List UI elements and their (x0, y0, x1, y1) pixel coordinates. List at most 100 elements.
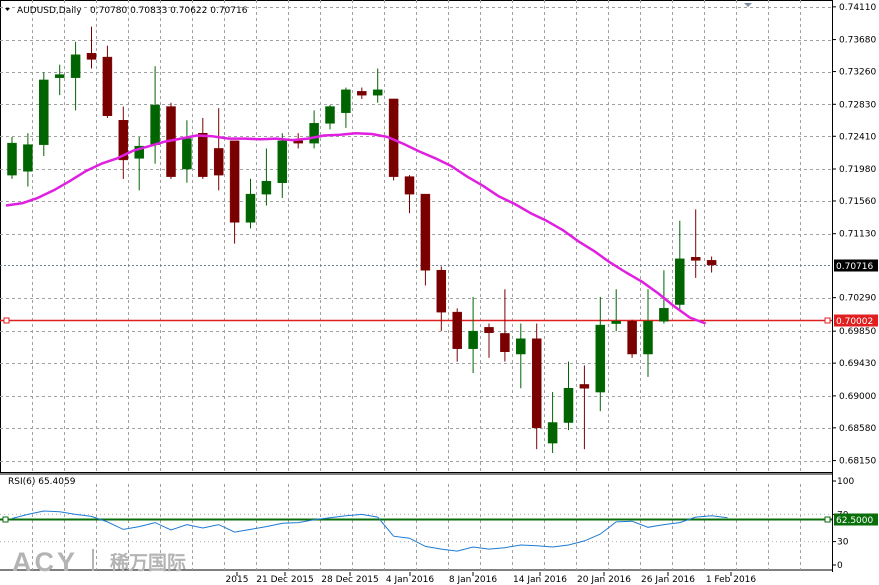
rsi-level-handle-left[interactable] (2, 516, 9, 523)
time-tick-label: 14 Jan 2016 (513, 575, 567, 585)
candle-body (70, 54, 81, 78)
time-tick-label: 28 Dec 2015 (321, 575, 379, 585)
symbol-label: AUDUSD,Daily (17, 6, 82, 16)
rsi-level-value: 62.5000 (836, 516, 873, 526)
candle-body (372, 89, 383, 96)
watermark-acy: ACY (12, 547, 78, 577)
candle-body (229, 140, 240, 223)
candle (611, 289, 621, 332)
candle (690, 209, 701, 278)
candle-body (531, 338, 542, 429)
candle (229, 140, 240, 244)
ohlc-label: 0.70780 0.70833 0.70622 0.70716 (90, 6, 248, 16)
candle (706, 256, 717, 273)
time-axis: 2015 21 Dec 2015 28 Dec 2015 4 Jan 2016 8 Ja… (226, 572, 757, 585)
candle-body (54, 74, 65, 78)
candle-body (245, 193, 256, 223)
candle-body (547, 422, 558, 444)
candle-body (309, 123, 319, 144)
candle (150, 66, 160, 164)
candle (547, 392, 558, 453)
candle-body (563, 388, 574, 423)
candle (357, 87, 367, 99)
time-tick-label: 4 Jan 2016 (386, 575, 434, 585)
time-tick-label: 1 Feb 2016 (706, 575, 757, 585)
price-tick-label: 0.68580 (839, 424, 876, 434)
candle (595, 296, 606, 412)
price-tick-label: 0.68150 (839, 457, 876, 467)
candle-body (213, 148, 224, 176)
candle (134, 137, 144, 191)
candle (516, 323, 526, 389)
candle-body (627, 321, 637, 355)
candle-body (675, 258, 685, 305)
price-tick-label: 0.71130 (839, 230, 876, 240)
candle-body (293, 140, 303, 144)
price-tick-label: 0.69430 (839, 359, 876, 369)
candle (70, 41, 81, 111)
price-tick-label: 0.73680 (839, 36, 876, 46)
time-tick-label: 2015 (226, 575, 249, 585)
candle-body (357, 91, 367, 96)
candle (675, 220, 685, 311)
candle-body (198, 132, 208, 177)
candle (563, 361, 574, 431)
candle (213, 108, 224, 191)
candle (531, 323, 542, 450)
candle (420, 193, 431, 286)
price-tick-label: 0.72830 (839, 100, 876, 110)
chart-shift-icon[interactable] (744, 3, 752, 7)
candle-body (39, 79, 49, 145)
candle-body (516, 338, 526, 355)
candle (277, 133, 288, 198)
candle (102, 45, 113, 118)
rsi-level-handle-right[interactable] (824, 516, 831, 523)
current-price-label: 0.70716 (836, 262, 873, 272)
support-price-badge (834, 314, 878, 327)
dropdown-triangle-icon[interactable] (5, 8, 10, 11)
candle (54, 64, 65, 96)
support-line-handle-right[interactable] (824, 317, 831, 324)
support-price-label: 0.70002 (836, 317, 873, 327)
time-tick-label: 20 Jan 2016 (577, 575, 631, 585)
candle-body (468, 330, 478, 349)
candle (579, 365, 590, 450)
candle-body (134, 145, 144, 159)
price-tick-label: 0.72410 (839, 132, 876, 142)
candle-body (436, 270, 447, 313)
candle-body (118, 120, 129, 161)
candle-body (341, 89, 351, 113)
price-tick-label: 0.71980 (839, 165, 876, 175)
candle (341, 87, 351, 128)
candle-body (579, 384, 590, 389)
price-tick-label: 0.70290 (839, 294, 876, 304)
grid (0, 0, 833, 572)
price-tick-label: 0.69850 (839, 327, 876, 337)
candle (198, 118, 208, 179)
candle-body (7, 142, 17, 176)
candle (118, 106, 129, 179)
candle (7, 137, 17, 179)
candle-body (420, 193, 431, 271)
candle-body (706, 260, 717, 266)
candle-body (261, 180, 272, 195)
rsi-level-badge (834, 513, 878, 526)
candle-body (643, 321, 653, 355)
candle-body (611, 321, 621, 324)
candle-body (23, 144, 33, 172)
watermark-logo: ACY 稀万国际 (12, 547, 186, 577)
candle (261, 148, 272, 206)
candle-body (404, 176, 415, 195)
time-tick-label: 21 Dec 2015 (256, 575, 314, 585)
candle (436, 266, 447, 332)
candle (404, 175, 415, 214)
time-tick-label: 8 Jan 2016 (449, 575, 497, 585)
candle-body (102, 56, 113, 116)
support-line-handle-left[interactable] (3, 317, 10, 324)
price-tick-label: 0.71560 (839, 197, 876, 207)
rsi-tick-label: 30 (837, 538, 849, 548)
candle (293, 133, 303, 149)
candle (468, 296, 478, 374)
price-tick-label: 0.69000 (839, 392, 876, 402)
candle-body (182, 138, 192, 170)
